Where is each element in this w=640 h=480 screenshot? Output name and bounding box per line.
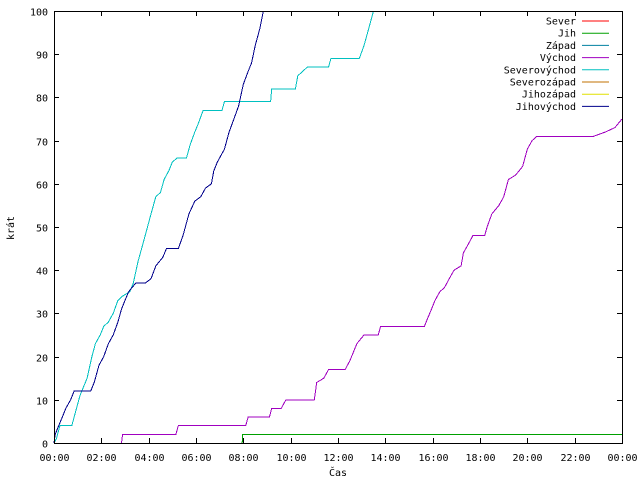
legend-label-jih: Jih: [558, 29, 576, 40]
legend-label-zapad: Západ: [546, 40, 576, 52]
series-line-jihovychod: [53, 10, 264, 444]
legend: SeverJihZápadVýchodSeverovýchodSeverozáp…: [504, 17, 609, 113]
legend-label-severozapad: Severozápad: [510, 77, 576, 89]
x-tick-label: 18:00: [465, 453, 495, 464]
y-tick-label: 50: [36, 224, 48, 235]
x-tick-label: 02:00: [86, 453, 116, 464]
x-tick-label: 16:00: [418, 453, 448, 464]
x-axis-label: Čas: [329, 466, 347, 479]
series-line-vychod: [121, 118, 623, 444]
x-tick-label: 00:00: [607, 453, 637, 464]
y-tick-label: 20: [36, 354, 48, 365]
y-tick-label: 100: [30, 8, 48, 19]
y-tick-label: 40: [36, 267, 48, 278]
x-tick-label: 00:00: [39, 453, 69, 464]
legend-label-jihovychod: Jihovýchod: [516, 101, 576, 113]
x-tick-label: 04:00: [134, 453, 164, 464]
y-axis-label: krát: [5, 216, 17, 240]
y-tick-label: 0: [42, 440, 48, 451]
x-tick-label: 12:00: [323, 453, 353, 464]
x-tick-label: 06:00: [181, 453, 211, 464]
x-tick-label: 14:00: [370, 453, 400, 464]
x-tick-label: 10:00: [276, 453, 306, 464]
y-tick-label: 70: [36, 138, 48, 149]
y-tick-label: 10: [36, 397, 48, 408]
y-tick-label: 60: [36, 181, 48, 192]
y-tick-label: 80: [36, 94, 48, 105]
series-layer: [53, 10, 623, 444]
series-line-jih: [241, 433, 622, 444]
x-tick-label: 22:00: [560, 453, 590, 464]
x-axis: 00:00 02:00 04:00 06:00 08:00 10:00 12:00 14:00…: [39, 11, 638, 464]
legend-label-vychod: Východ: [540, 52, 576, 64]
legend-label-jihozapad: Jihozápad: [522, 89, 576, 101]
x-tick-label: 20:00: [512, 453, 542, 464]
y-tick-label: 90: [36, 51, 48, 62]
y-tick-label: 30: [36, 310, 48, 321]
y-axis: 0 10 20 30 40 50 60 70 80 90 100: [30, 8, 622, 451]
legend-label-sever: Sever: [546, 17, 576, 28]
legend-label-severovychod: Severovýchod: [504, 64, 576, 76]
series-line-severovychod: [53, 10, 374, 444]
x-tick-label: 08:00: [228, 453, 258, 464]
